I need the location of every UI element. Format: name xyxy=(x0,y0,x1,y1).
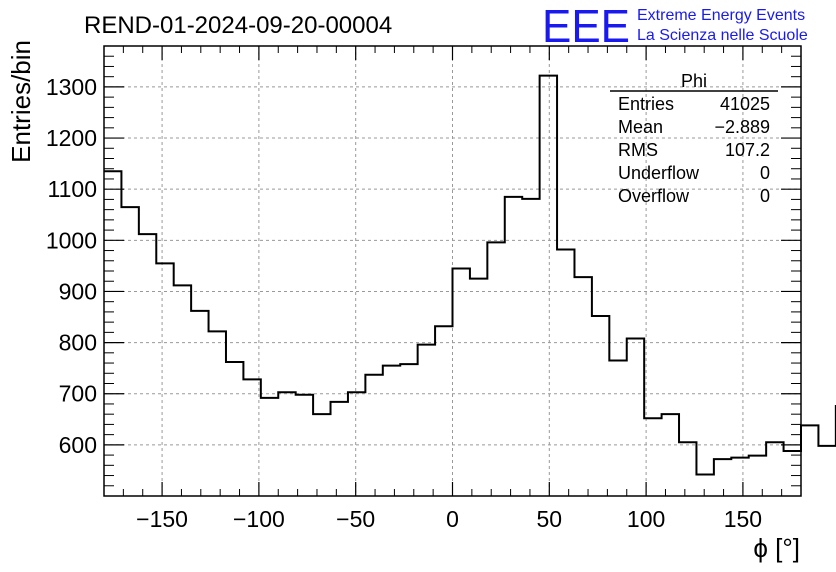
y-tick-label: 800 xyxy=(59,330,97,356)
histogram-series xyxy=(104,74,836,476)
stats-label-entries: Entries xyxy=(618,94,674,114)
chart-title: REND-01-2024-09-20-00004 xyxy=(84,12,392,39)
eee-logo-line1: Extreme Energy Events xyxy=(637,7,805,24)
x-axis-title: ϕ [°] xyxy=(753,533,800,563)
stats-label-overflow: Overflow xyxy=(618,186,690,206)
x-tick-label: 150 xyxy=(724,506,762,532)
y-tick-label: 1000 xyxy=(46,227,97,253)
x-tick-labels: −150 −100 −50 0 50 100 150 xyxy=(136,506,762,532)
eee-logo: EEE Extreme Energy Events La Scienza nel… xyxy=(542,0,808,52)
axis-ticks xyxy=(103,45,802,496)
y-tick-labels: 600 700 800 900 1000 1100 1200 1300 xyxy=(46,74,97,458)
x-tick-label: 0 xyxy=(446,506,459,532)
stats-value-overflow: 0 xyxy=(760,186,770,206)
y-axis-title: Entries/bin xyxy=(6,40,36,163)
x-tick-label: −150 xyxy=(136,506,188,532)
x-tick-label: 50 xyxy=(537,506,563,532)
y-tick-label: 1300 xyxy=(46,74,97,100)
stats-label-underflow: Underflow xyxy=(618,163,700,183)
y-tick-label: 600 xyxy=(59,432,97,458)
x-tick-label: −100 xyxy=(233,506,285,532)
y-tick-label: 1200 xyxy=(46,125,97,151)
stats-label-mean: Mean xyxy=(618,117,663,137)
stats-box-name: Phi xyxy=(681,71,707,91)
stats-value-mean: −2.889 xyxy=(714,117,770,137)
grid-lines xyxy=(104,46,801,496)
stats-row-overflow: Overflow 0 xyxy=(618,186,770,206)
x-tick-label: 100 xyxy=(627,506,665,532)
stats-row-entries: Entries 41025 xyxy=(618,94,770,114)
y-tick-label: 1100 xyxy=(48,176,97,202)
stats-value-rms: 107.2 xyxy=(725,140,770,160)
x-tick-label: −50 xyxy=(336,506,375,532)
y-tick-label: 900 xyxy=(59,278,97,304)
stats-label-rms: RMS xyxy=(618,140,658,160)
eee-logo-line2: La Scienza nelle Scuole xyxy=(637,27,808,44)
stats-value-entries: 41025 xyxy=(720,94,770,114)
stats-row-mean: Mean −2.889 xyxy=(618,117,770,137)
stats-row-underflow: Underflow 0 xyxy=(618,163,770,183)
eee-logo-mark: EEE xyxy=(542,0,630,52)
y-tick-label: 700 xyxy=(59,381,97,407)
stats-value-underflow: 0 xyxy=(760,163,770,183)
stats-box: Phi Entries 41025 Mean −2.889 RMS 107.2 … xyxy=(610,71,778,206)
stats-row-rms: RMS 107.2 xyxy=(618,140,770,160)
